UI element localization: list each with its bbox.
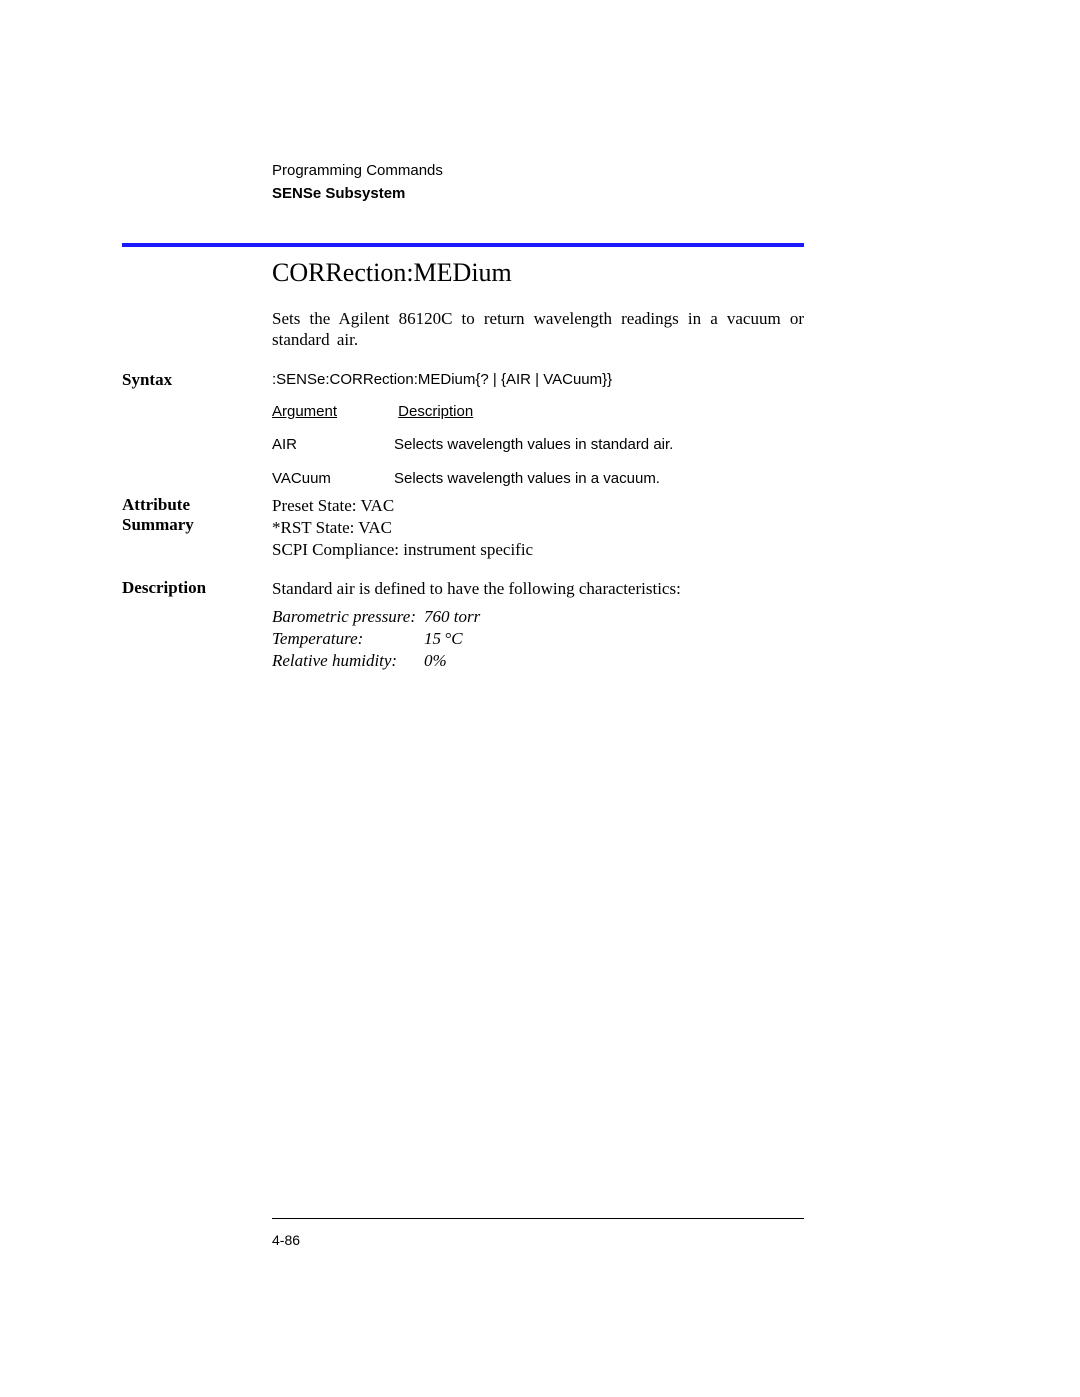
argument-row: VACuum Selects wavelength values in a va… [272,469,804,489]
argument-table: Argument Description AIR Selects wavelen… [272,402,804,489]
characteristic-name: Barometric pressure: [272,606,424,628]
attribute-summary-content: Preset State: VAC *RST State: VAC SCPI C… [272,495,804,561]
description-label: Description [122,578,262,598]
document-page: Programming Commands SENSe Subsystem COR… [0,0,1080,1397]
argument-header-row: Argument Description [272,402,804,422]
characteristics-table: Barometric pressure: 760 torr Temperatur… [272,606,804,672]
syntax-content: :SENSe:CORRection:MEDium{? | {AIR | VACu… [272,370,804,502]
attribute-line: *RST State: VAC [272,517,804,539]
syntax-label: Syntax [122,370,262,390]
argument-desc: Selects wavelength values in standard ai… [394,435,804,455]
footer-rule [272,1218,804,1219]
description-header: Description [398,403,473,420]
syntax-command: :SENSe:CORRection:MEDium{? | {AIR | VACu… [272,370,804,390]
characteristic-row: Temperature: 15 °C [272,628,804,650]
argument-header: Argument [272,403,337,420]
argument-row: AIR Selects wavelength values in standar… [272,435,804,455]
attribute-line: Preset State: VAC [272,495,804,517]
attribute-summary-label: Attribute Summary [122,495,262,536]
characteristic-value: 15 °C [424,628,463,650]
page-header: Programming Commands SENSe Subsystem [272,160,443,205]
section-rule [122,243,804,247]
command-intro: Sets the Agilent 86120C to return wavele… [272,308,804,351]
command-title: CORRection:MEDium [272,258,512,288]
characteristic-value: 760 torr [424,606,480,628]
characteristic-name: Relative humidity: [272,650,424,672]
characteristic-value: 0% [424,650,447,672]
characteristic-row: Barometric pressure: 760 torr [272,606,804,628]
subsystem-title: SENSe Subsystem [272,183,443,206]
description-intro: Standard air is defined to have the foll… [272,578,804,600]
page-number: 4-86 [272,1232,300,1248]
chapter-title: Programming Commands [272,160,443,183]
description-content: Standard air is defined to have the foll… [272,578,804,672]
argument-desc: Selects wavelength values in a vacuum. [394,469,804,489]
argument-name: VACuum [272,469,394,489]
characteristic-name: Temperature: [272,628,424,650]
argument-name: AIR [272,435,394,455]
attribute-line: SCPI Compliance: instrument specific [272,539,804,561]
characteristic-row: Relative humidity: 0% [272,650,804,672]
